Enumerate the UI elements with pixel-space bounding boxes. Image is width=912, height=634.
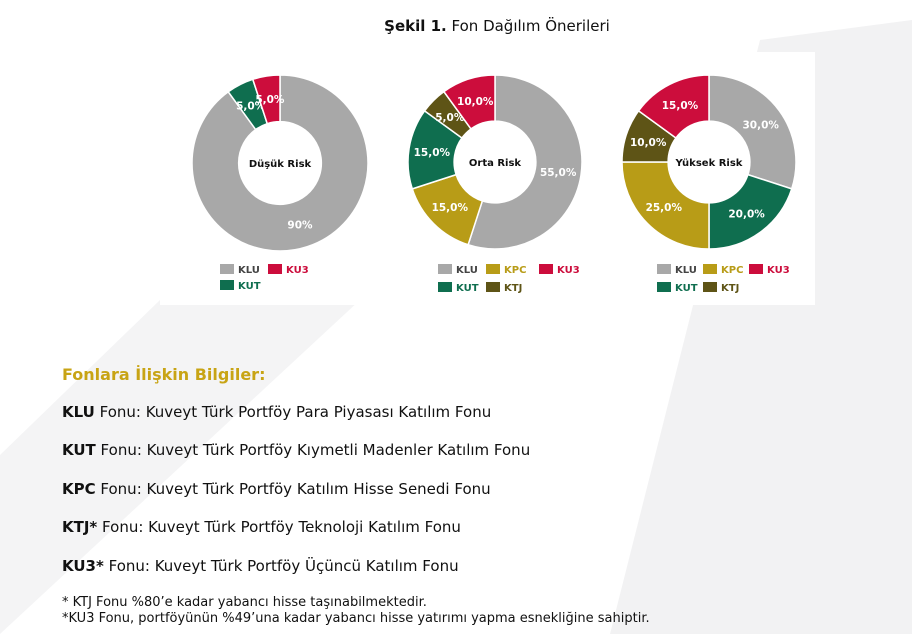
legend-swatch bbox=[486, 264, 500, 274]
legend-swatch bbox=[749, 264, 763, 274]
legend-item-klu: KLU bbox=[657, 264, 697, 276]
legend-label: KLU bbox=[456, 265, 478, 276]
legend-label: KU3 bbox=[767, 265, 790, 276]
donut-chart-medium-risk: 55,0% 15,0% 15,0% 5,0% 10,0% Orta Risk bbox=[407, 74, 583, 250]
slice-label-klu: 90% bbox=[287, 220, 313, 232]
footnote-ku3: *KU3 Fonu, portföyünün %49’una kadar yab… bbox=[62, 611, 650, 626]
legend-item-ku3: KU3 bbox=[749, 264, 790, 276]
legend-swatch bbox=[220, 280, 234, 290]
donut-slice-ku3 bbox=[637, 74, 710, 140]
legend-item-kut: KUT bbox=[657, 282, 698, 294]
slice-label-klu: 55,0% bbox=[540, 167, 577, 179]
fund-line-ku3: KU3* Fonu: Kuveyt Türk Portföy Üçüncü Ka… bbox=[62, 557, 459, 575]
slice-label-kut: 15,0% bbox=[414, 147, 451, 159]
legend-label: KUT bbox=[675, 283, 698, 294]
slice-label-kut: 5,0% bbox=[236, 100, 266, 112]
slice-label-ku3: 10,0% bbox=[457, 96, 494, 108]
legend-swatch bbox=[539, 264, 553, 274]
legend-item-kut: KUT bbox=[438, 282, 479, 294]
donut-slice-ku3 bbox=[251, 74, 281, 125]
donut-svg-high-risk: 30,0% 20,0% 25,0% 10,0% 15,0% Yüksek Risk bbox=[621, 74, 797, 250]
footnote-ktj: * KTJ Fonu %80’e kadar yabancı hisse taş… bbox=[62, 595, 427, 610]
legend-label: KPC bbox=[721, 265, 744, 276]
fund-line-kut: KUT Fonu: Kuveyt Türk Portföy Kıymetli M… bbox=[62, 441, 530, 459]
fund-code: KU3* bbox=[62, 557, 104, 575]
legend-item-kpc: KPC bbox=[486, 264, 526, 276]
slice-label-ktj: 10,0% bbox=[630, 137, 667, 149]
slice-label-kpc: 15,0% bbox=[432, 202, 469, 214]
donut-slice-klu bbox=[191, 74, 369, 252]
legend-item-klu: KLU bbox=[220, 264, 260, 276]
fund-code: KUT bbox=[62, 441, 96, 459]
donut-chart-low-risk: 90% 5,0% 5,0% Düşük Risk bbox=[191, 74, 369, 252]
donut-center-label: Düşük Risk bbox=[249, 159, 312, 170]
fund-line-ktj: KTJ* Fonu: Kuveyt Türk Portföy Teknoloji… bbox=[62, 518, 461, 536]
donut-center-label: Yüksek Risk bbox=[675, 158, 743, 169]
legend-label: KUT bbox=[456, 283, 479, 294]
legend-swatch bbox=[220, 264, 234, 274]
legend-label: KUT bbox=[238, 281, 261, 292]
figure-title-rest: Fon Dağılım Önerileri bbox=[446, 17, 610, 35]
legend-item-kpc: KPC bbox=[703, 264, 743, 276]
donut-svg-low-risk: 90% 5,0%5,0% Düşük Risk bbox=[191, 74, 369, 252]
fund-description: Fonu: Kuveyt Türk Portföy Katılım Hisse … bbox=[95, 480, 491, 498]
fund-line-kpc: KPC Fonu: Kuveyt Türk Portföy Katılım Hi… bbox=[62, 480, 491, 498]
legend-swatch bbox=[657, 282, 671, 292]
donut-slice-ku3 bbox=[442, 74, 496, 130]
legend-label: KPC bbox=[504, 265, 527, 276]
legend-item-kut: KUT bbox=[220, 280, 261, 292]
donut-svg-medium-risk: 55,0% 15,0% 15,0% 5,0% 10,0% Orta Risk bbox=[407, 74, 583, 250]
donut-slice-klu bbox=[708, 74, 797, 190]
fund-description: Fonu: Kuveyt Türk Portföy Üçüncü Katılım… bbox=[103, 557, 459, 575]
legend-swatch bbox=[438, 264, 452, 274]
legend-swatch bbox=[703, 264, 717, 274]
legend-label: KLU bbox=[238, 265, 260, 276]
legend-item-klu: KLU bbox=[438, 264, 478, 276]
fund-description: Fonu: Kuveyt Türk Portföy Teknoloji Katı… bbox=[97, 518, 461, 536]
legend-swatch bbox=[703, 282, 717, 292]
slice-label-kut: 20,0% bbox=[728, 209, 765, 221]
donut-center-label: Orta Risk bbox=[469, 158, 522, 169]
fund-code: KPC bbox=[62, 480, 96, 498]
legend-item-ku3: KU3 bbox=[268, 264, 309, 276]
slice-label-klu: 30,0% bbox=[743, 119, 780, 131]
donut-chart-high-risk: 30,0% 20,0% 25,0% 10,0% 15,0% Yüksek Risk bbox=[621, 74, 797, 250]
fund-description: Fonu: Kuveyt Türk Portföy Kıymetli Maden… bbox=[95, 441, 531, 459]
donut-slice-klu bbox=[467, 74, 583, 250]
legend-item-ktj: KTJ bbox=[486, 282, 522, 294]
legend-swatch bbox=[438, 282, 452, 292]
slice-label-kpc: 25,0% bbox=[646, 202, 683, 214]
legend-swatch bbox=[657, 264, 671, 274]
legend-label: KU3 bbox=[286, 265, 309, 276]
donut-slice-kut bbox=[708, 173, 793, 250]
slice-label-ktj: 5,0% bbox=[435, 112, 465, 124]
slice-label-ku3: 15,0% bbox=[662, 100, 699, 112]
legend-swatch bbox=[486, 282, 500, 292]
donut-slice-kpc bbox=[621, 161, 710, 250]
legend-label: KU3 bbox=[557, 265, 580, 276]
fund-code: KTJ* bbox=[62, 518, 98, 536]
legend-item-ku3: KU3 bbox=[539, 264, 580, 276]
legend-label: KTJ bbox=[504, 283, 523, 294]
slice-label-ku3: 5,0% bbox=[255, 94, 285, 106]
info-heading: Fonlara İlişkin Bilgiler: bbox=[62, 365, 266, 384]
legend-label: KTJ bbox=[721, 283, 740, 294]
fund-description: Fonu: Kuveyt Türk Portföy Para Piyasası … bbox=[94, 403, 492, 421]
legend-swatch bbox=[268, 264, 282, 274]
figure-title-bold: Şekil 1. bbox=[384, 17, 447, 35]
legend-item-ktj: KTJ bbox=[703, 282, 739, 294]
fund-code: KLU bbox=[62, 403, 95, 421]
legend-label: KLU bbox=[675, 265, 697, 276]
fund-line-klu: KLU Fonu: Kuveyt Türk Portföy Para Piyas… bbox=[62, 403, 491, 421]
figure-title: Şekil 1. Fon Dağılım Önerileri bbox=[0, 17, 912, 35]
